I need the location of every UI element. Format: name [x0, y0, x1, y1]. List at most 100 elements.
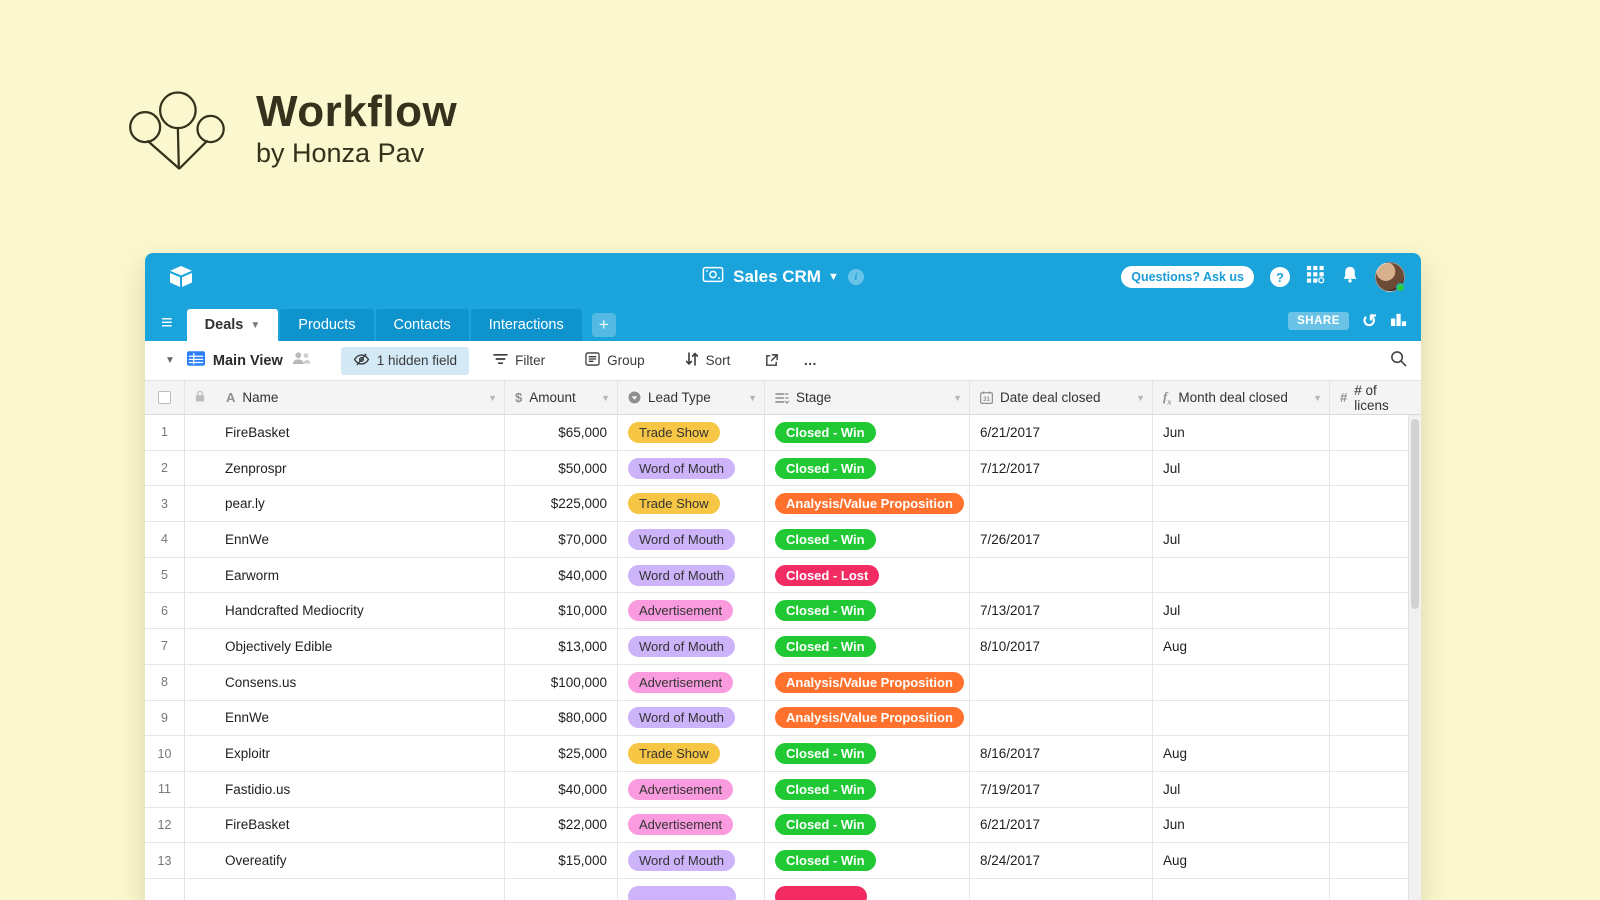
cell-name[interactable]: Earworm: [185, 557, 505, 593]
cell-stage[interactable]: Closed - Lost: [765, 557, 970, 593]
cell-date[interactable]: [970, 700, 1153, 736]
cell-date[interactable]: 7/12/2017: [970, 450, 1153, 486]
cell-date[interactable]: 8/16/2017: [970, 736, 1153, 771]
cell-amount[interactable]: [505, 878, 618, 900]
column-header-month[interactable]: fx Month deal closed ▼: [1153, 381, 1330, 414]
column-header-name[interactable]: A Name ▼: [185, 381, 505, 414]
cell-name[interactable]: Overeatify: [185, 843, 505, 878]
cell-lead[interactable]: Trade Show: [618, 486, 765, 522]
cell-stage[interactable]: Analysis/Value Proposition: [765, 664, 970, 700]
cell-name[interactable]: Consens.us: [185, 664, 505, 700]
column-header-amount[interactable]: $ Amount ▼: [505, 381, 618, 414]
tab-contacts[interactable]: Contacts: [375, 309, 469, 341]
cell-date[interactable]: [970, 557, 1153, 593]
select-all-checkbox[interactable]: [158, 391, 171, 404]
row-number[interactable]: 13: [145, 843, 185, 878]
cell-lead[interactable]: Word of Mouth: [618, 629, 765, 664]
cell-amount[interactable]: $50,000: [505, 450, 618, 486]
cell-date[interactable]: 7/13/2017: [970, 593, 1153, 629]
sidebar-menu-icon[interactable]: ≡: [161, 312, 173, 334]
select-all-cell[interactable]: [145, 381, 185, 414]
cell-name[interactable]: Fastidio.us: [185, 771, 505, 807]
cell-lead[interactable]: Word of Mouth: [618, 450, 765, 486]
view-name[interactable]: Main View: [212, 352, 283, 369]
cell-name[interactable]: Zenprospr: [185, 450, 505, 486]
cell-date[interactable]: 6/21/2017: [970, 807, 1153, 843]
cell-month[interactable]: Jul: [1153, 522, 1330, 557]
row-number[interactable]: 3: [145, 486, 185, 522]
cell-name[interactable]: EnnWe: [185, 700, 505, 736]
cell-name[interactable]: Exploitr: [185, 736, 505, 771]
row-number[interactable]: 7: [145, 629, 185, 664]
column-menu-caret-icon[interactable]: ▼: [748, 392, 757, 403]
cell-name[interactable]: Objectively Edible: [185, 629, 505, 664]
column-menu-caret-icon[interactable]: ▼: [1313, 392, 1322, 403]
cell-amount[interactable]: $225,000: [505, 486, 618, 522]
scrollbar-thumb[interactable]: [1411, 419, 1419, 609]
cell-month[interactable]: Jul: [1153, 593, 1330, 629]
cell-stage[interactable]: Closed - Win: [765, 807, 970, 843]
cell-month[interactable]: Aug: [1153, 629, 1330, 664]
row-number[interactable]: 11: [145, 771, 185, 807]
cell-lead[interactable]: Advertisement: [618, 807, 765, 843]
view-collapse-caret-icon[interactable]: ▼: [165, 355, 175, 366]
cell-lead[interactable]: Trade Show: [618, 415, 765, 450]
cell-date[interactable]: 8/24/2017: [970, 843, 1153, 878]
cell-lead[interactable]: Advertisement: [618, 593, 765, 629]
cell-stage[interactable]: Closed - Win: [765, 593, 970, 629]
cell-amount[interactable]: $100,000: [505, 664, 618, 700]
cell-stage[interactable]: Closed - Win: [765, 450, 970, 486]
cell-lead[interactable]: Word of Mouth: [618, 843, 765, 878]
base-info-icon[interactable]: i: [847, 269, 864, 285]
row-number[interactable]: 5: [145, 557, 185, 593]
cell-amount[interactable]: $15,000: [505, 843, 618, 878]
cell-stage[interactable]: Closed - Win: [765, 843, 970, 878]
cell-stage[interactable]: Closed - Win: [765, 522, 970, 557]
cell-date[interactable]: [970, 664, 1153, 700]
cell-month[interactable]: [1153, 557, 1330, 593]
cell-stage[interactable]: Closed - Win: [765, 415, 970, 450]
help-icon[interactable]: ?: [1270, 267, 1290, 287]
cell-amount[interactable]: $22,000: [505, 807, 618, 843]
column-header-lead[interactable]: Lead Type ▼: [618, 381, 765, 414]
cell-amount[interactable]: $10,000: [505, 593, 618, 629]
cell-lead[interactable]: [618, 878, 765, 900]
row-number[interactable]: 10: [145, 736, 185, 771]
column-menu-caret-icon[interactable]: ▼: [1136, 392, 1145, 403]
cell-stage[interactable]: Closed - Win: [765, 629, 970, 664]
cell-amount[interactable]: $40,000: [505, 557, 618, 593]
hidden-fields-button[interactable]: 1 hidden field: [340, 346, 470, 375]
more-options-button[interactable]: …: [803, 353, 818, 368]
cell-month[interactable]: Aug: [1153, 843, 1330, 878]
column-header-licenses[interactable]: # # of licens: [1330, 381, 1421, 414]
cell-month[interactable]: [1153, 486, 1330, 522]
row-number[interactable]: 6: [145, 593, 185, 629]
cell-stage[interactable]: Closed - Win: [765, 771, 970, 807]
user-avatar[interactable]: [1375, 262, 1405, 292]
cell-lead[interactable]: Word of Mouth: [618, 557, 765, 593]
grid-search-icon[interactable]: [1306, 265, 1325, 289]
column-header-date[interactable]: 31 Date deal closed ▼: [970, 381, 1153, 414]
cell-month[interactable]: Jun: [1153, 807, 1330, 843]
cell-name[interactable]: Handcrafted Mediocrity: [185, 593, 505, 629]
cell-name[interactable]: FireBasket: [185, 807, 505, 843]
notifications-bell-icon[interactable]: [1341, 265, 1359, 289]
cell-date[interactable]: [970, 486, 1153, 522]
cell-amount[interactable]: $70,000: [505, 522, 618, 557]
sort-button[interactable]: Sort: [677, 347, 739, 374]
cell-amount[interactable]: $65,000: [505, 415, 618, 450]
column-menu-caret-icon[interactable]: ▼: [601, 392, 610, 403]
row-number[interactable]: 8: [145, 664, 185, 700]
filter-button[interactable]: Filter: [485, 348, 553, 373]
tab-interactions[interactable]: Interactions: [470, 309, 582, 341]
cell-name[interactable]: EnnWe: [185, 522, 505, 557]
cell-amount[interactable]: $13,000: [505, 629, 618, 664]
add-table-icon[interactable]: +: [591, 313, 616, 337]
row-number[interactable]: 12: [145, 807, 185, 843]
cell-stage[interactable]: [765, 878, 970, 900]
cell-stage[interactable]: Analysis/Value Proposition: [765, 486, 970, 522]
cell-lead[interactable]: Word of Mouth: [618, 522, 765, 557]
cell-name[interactable]: pear.ly: [185, 486, 505, 522]
cell-date[interactable]: 8/10/2017: [970, 629, 1153, 664]
base-title[interactable]: Sales CRM: [733, 267, 821, 286]
